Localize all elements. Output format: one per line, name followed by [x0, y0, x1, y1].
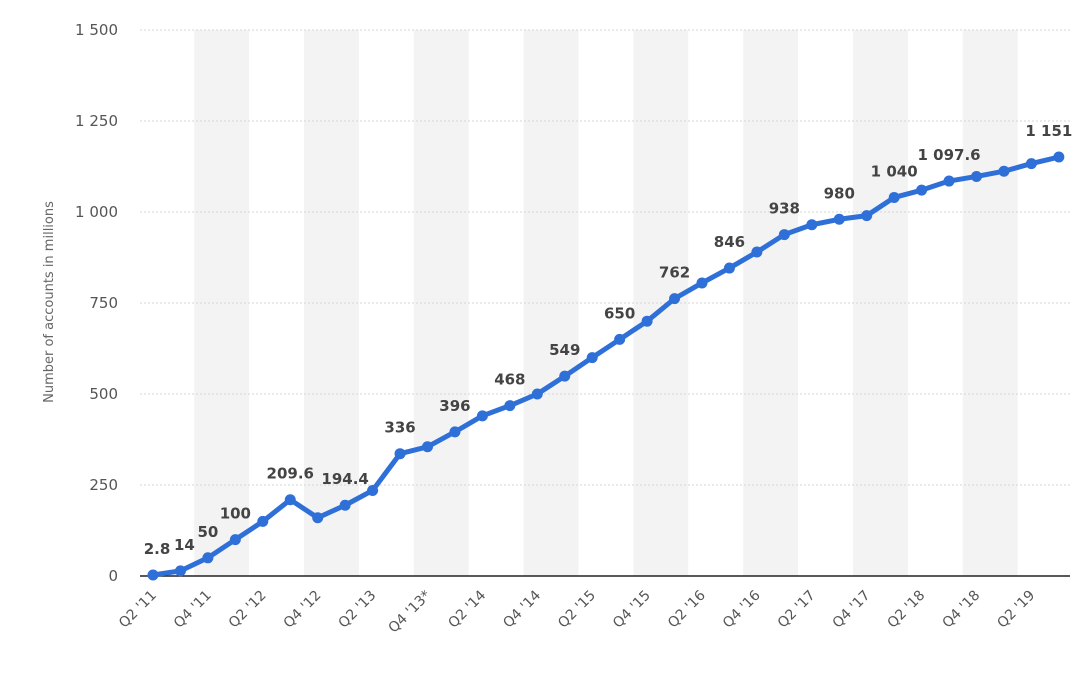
x-tick-label: Q4 '18: [939, 588, 983, 632]
x-axis-ticks: Q2 '11 Q4 '11 Q2 '12 Q4 '12 Q2 '13 Q4 '13* Q2 …: [116, 587, 1038, 636]
data-point: [531, 388, 543, 400]
series-line: [150, 154, 1062, 578]
data-point: [833, 213, 845, 225]
data-point: [586, 352, 598, 364]
x-tick-label: Q4 '15: [610, 588, 654, 632]
data-point: [229, 534, 241, 546]
data-label: 846: [714, 233, 745, 251]
data-label: 2.8: [144, 540, 171, 558]
data-point: [1025, 158, 1037, 170]
data-point: [696, 277, 708, 289]
data-point: [778, 229, 790, 241]
background-band: [523, 30, 579, 576]
y-axis-ticks: 0 250 500 750 1 000 1 250 1 500: [75, 21, 118, 585]
gridlines: [140, 29, 1070, 486]
y-tick-label: 0: [108, 567, 118, 585]
x-tick-label: Q4 '17: [830, 588, 874, 632]
data-label: 549: [549, 341, 580, 359]
data-label: 938: [769, 200, 800, 218]
x-tick-label: Q2 '13: [336, 588, 380, 632]
data-label: 468: [494, 371, 525, 389]
data-label: 1 040: [871, 162, 918, 180]
data-label: 1 097.6: [917, 146, 980, 164]
y-axis-label: Number of accounts in millions: [42, 201, 57, 403]
y-tick-label: 1 000: [75, 203, 118, 221]
data-point: [147, 569, 159, 581]
y-tick-label: 500: [89, 385, 118, 403]
data-label: 650: [604, 304, 635, 322]
data-point: [559, 370, 571, 382]
data-point: [476, 410, 488, 422]
data-point: [312, 512, 324, 524]
x-tick-label: Q2 '18: [885, 588, 929, 632]
data-label: 100: [220, 505, 251, 523]
x-tick-label: Q2 '16: [665, 587, 709, 631]
series-points: [147, 151, 1065, 581]
data-point: [1053, 151, 1065, 163]
data-point: [614, 333, 626, 345]
data-point: [174, 565, 186, 577]
data-label: 14: [174, 536, 195, 554]
data-point: [723, 262, 735, 274]
data-point: [367, 484, 379, 496]
data-label: 762: [659, 264, 690, 282]
data-label: 194.4: [321, 470, 368, 488]
data-point: [339, 499, 351, 511]
data-label: 396: [439, 397, 470, 415]
data-point: [422, 441, 433, 453]
x-tick-label: Q2 '15: [555, 588, 599, 632]
data-label: 336: [384, 419, 415, 437]
x-tick-label: Q2 '19: [994, 588, 1038, 632]
data-label: 50: [197, 523, 218, 541]
x-tick-label: Q2 '12: [226, 588, 270, 632]
y-tick-label: 250: [89, 476, 118, 494]
x-tick-label: Q4 '12: [281, 588, 325, 632]
data-point: [394, 448, 406, 460]
data-point: [943, 175, 955, 187]
data-point: [202, 552, 214, 564]
data-point: [916, 184, 928, 196]
y-tick-label: 1 500: [75, 21, 118, 39]
data-point: [998, 165, 1010, 177]
data-label: 1 151: [1025, 122, 1072, 140]
data-point: [641, 315, 653, 327]
data-point: [888, 191, 900, 203]
data-point: [669, 293, 681, 305]
x-tick-label: Q4 '11: [171, 588, 215, 632]
data-point: [257, 515, 269, 527]
data-point: [284, 494, 296, 506]
data-point: [504, 400, 516, 412]
x-tick-label: Q2 '14: [445, 587, 489, 631]
x-tick-label: Q4 '13*: [386, 588, 435, 637]
data-point: [806, 219, 818, 231]
data-label: 980: [824, 184, 855, 202]
series-line-group: [150, 154, 1062, 578]
y-tick-label: 750: [89, 294, 118, 312]
data-point: [971, 170, 982, 182]
y-tick-label: 1 250: [75, 112, 118, 130]
data-point: [861, 210, 873, 222]
x-tick-label: Q2 '11: [116, 588, 160, 632]
x-tick-label: Q4 '14: [500, 587, 544, 631]
data-point: [751, 246, 763, 258]
data-label: 209.6: [267, 465, 314, 483]
x-tick-label: Q4 '16: [720, 587, 764, 631]
x-tick-label: Q2 '17: [775, 588, 819, 632]
data-point: [449, 426, 461, 438]
